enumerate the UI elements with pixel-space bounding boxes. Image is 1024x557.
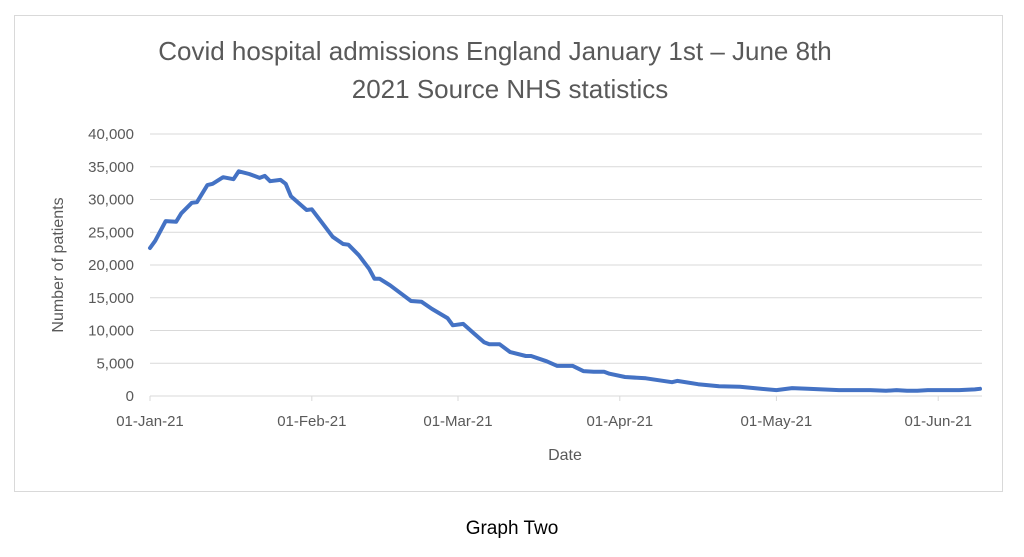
y-tick-label: 0: [126, 388, 134, 405]
chart-frame: [14, 15, 1003, 492]
x-tick-label: 01-Jan-21: [116, 413, 184, 430]
x-tick-label: 01-Apr-21: [586, 413, 653, 430]
y-tick-label: 20,000: [88, 257, 134, 274]
y-tick-label: 40,000: [88, 126, 134, 143]
y-tick-label: 15,000: [88, 290, 134, 307]
x-tick-label: 01-Feb-21: [277, 413, 346, 430]
chart-title-line-2: 2021 Source NHS statistics: [352, 74, 668, 104]
y-axis-label: Number of patients: [50, 197, 67, 332]
series-line: [148, 169, 982, 393]
x-tick-label: 01-Mar-21: [423, 413, 492, 430]
y-axis-ticks: 0 5,000 10,000 15,000 20,000 25,000 30,000 35,0…: [88, 126, 134, 405]
x-tick-label: 01-May-21: [741, 413, 813, 430]
gridlines: [150, 133, 982, 364]
y-tick-label: 5,000: [96, 355, 134, 372]
figure-caption: Graph Two: [465, 518, 559, 539]
y-tick-label: 35,000: [88, 159, 134, 176]
y-tick-label: 10,000: [88, 323, 134, 340]
x-axis-ticks: 01-Jan-21 01-Feb-21 01-Mar-21 01-Apr-21 01-M…: [116, 396, 972, 430]
x-axis-label: Date: [548, 447, 582, 464]
y-tick-label: 30,000: [88, 192, 134, 209]
x-tick-label: 01-Jun-21: [904, 413, 972, 430]
series-group: [148, 169, 982, 393]
chart-title-line-1: Covid hospital admissions England Januar…: [158, 36, 832, 66]
y-tick-label: 25,000: [88, 224, 134, 241]
